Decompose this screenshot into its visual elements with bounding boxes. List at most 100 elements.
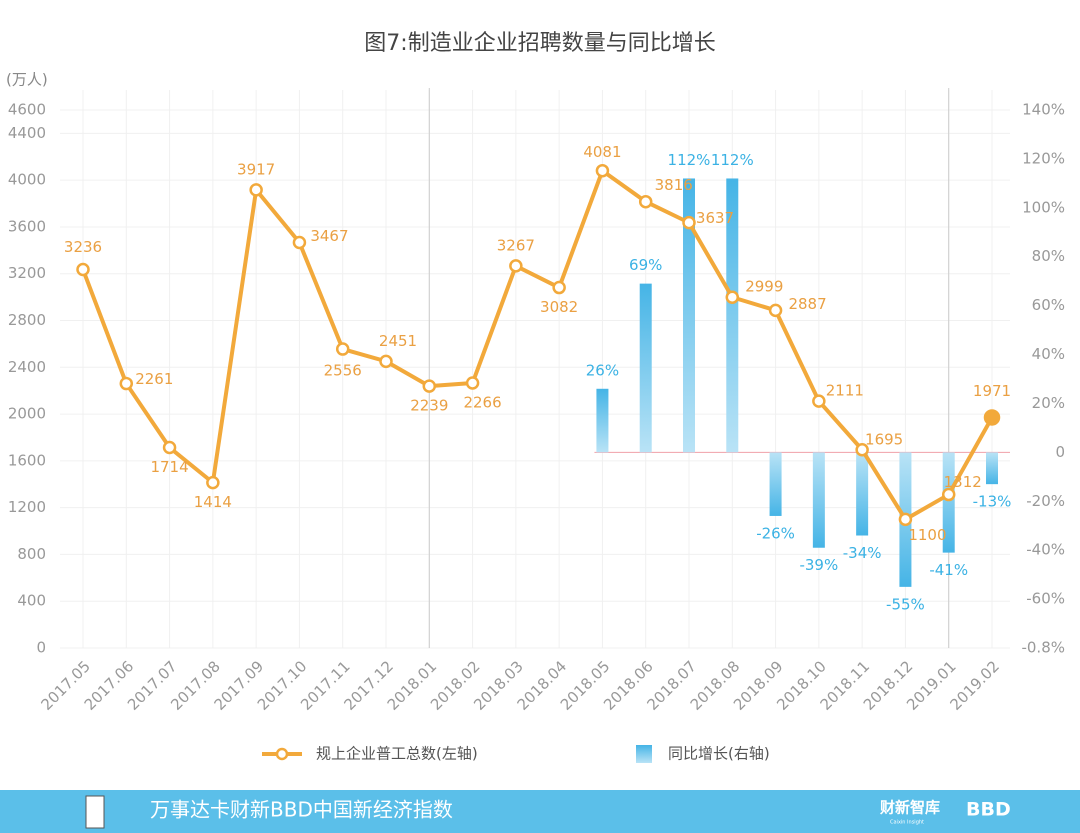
point-value-label: 1695 <box>865 430 903 448</box>
bar <box>856 452 869 536</box>
y2-tick-label: -20% <box>1026 492 1065 510</box>
y2-tick-label: 140% <box>1022 101 1065 119</box>
y-tick-label: 4000 <box>8 171 46 189</box>
y2-tick-label: -60% <box>1026 590 1065 608</box>
y-tick-label: 0 <box>36 639 46 657</box>
legend-label: 同比增长(右轴) <box>668 745 770 763</box>
bar <box>986 452 998 485</box>
y2-tick-label: 40% <box>1032 345 1065 363</box>
y2-tick-label: 100% <box>1022 198 1065 216</box>
point-value-label: 3236 <box>64 238 102 256</box>
point-value-label: 1312 <box>944 473 982 491</box>
line-point <box>552 280 566 295</box>
point-value-label: 2887 <box>788 295 826 313</box>
point-value-label: 1971 <box>973 382 1011 400</box>
point-value-label: 4081 <box>583 143 621 161</box>
bar-value-label: -41% <box>929 561 968 579</box>
y-tick-label: 1200 <box>8 498 46 516</box>
line-point <box>768 303 783 318</box>
y-tick-label: 2800 <box>8 311 46 329</box>
line-point <box>898 512 913 527</box>
footer-band <box>0 790 1080 833</box>
y2-tick-label: -0.8% <box>1021 639 1065 657</box>
y2-tick-label: 0 <box>1055 443 1065 461</box>
bar-value-label: 112% <box>668 151 711 169</box>
line-point <box>249 183 263 197</box>
line-point <box>983 409 1001 426</box>
footer-icon <box>85 795 105 829</box>
bar <box>769 452 782 516</box>
y-tick-label: 1600 <box>8 451 46 469</box>
y-tick-label: 3600 <box>8 217 46 235</box>
footer-title: 万事达卡财新BBD中国新经济指数 <box>150 798 453 822</box>
bar-value-label: 26% <box>586 361 619 379</box>
footer-brand-sub: Caixin Insight <box>890 820 924 826</box>
line-point <box>119 376 134 391</box>
y2-tick-label: 120% <box>1022 149 1065 167</box>
y-tick-label: 4600 <box>8 101 46 119</box>
line-point <box>422 379 437 393</box>
bar <box>726 178 739 453</box>
point-value-label: 1100 <box>908 526 946 544</box>
line-point <box>292 235 307 250</box>
line-point <box>162 440 177 455</box>
bar <box>596 388 609 453</box>
point-value-label: 2111 <box>826 382 864 400</box>
point-value-label: 2266 <box>463 393 501 411</box>
line-point <box>509 259 523 273</box>
point-value-label: 3467 <box>310 227 348 245</box>
point-value-label: 2999 <box>745 278 783 296</box>
line-point <box>682 215 696 230</box>
line-point <box>335 342 350 356</box>
footer-logo: BBD <box>966 799 1011 821</box>
line-point <box>206 475 220 490</box>
legend-label: 规上企业普工总数(左轴) <box>316 745 478 763</box>
line-point <box>595 163 610 178</box>
point-value-label: 3267 <box>497 236 535 254</box>
bar-value-label: 69% <box>629 256 662 274</box>
bar <box>639 283 652 453</box>
point-value-label: 3637 <box>696 209 734 227</box>
y2-tick-label: -40% <box>1026 541 1065 559</box>
legend-swatch <box>636 745 652 763</box>
bar-value-label: -26% <box>756 524 795 542</box>
bar-value-label: -55% <box>886 595 925 613</box>
line-point <box>941 487 956 502</box>
line-point <box>855 443 869 457</box>
bar-value-label: -13% <box>973 493 1012 511</box>
bar-value-label: 112% <box>711 151 754 169</box>
line <box>81 168 994 522</box>
y-tick-label: 800 <box>17 545 46 563</box>
y-tick-label: 4400 <box>8 124 46 142</box>
footer-brand: 财新智库 <box>880 799 940 817</box>
point-value-label: 2261 <box>135 370 173 388</box>
y2-tick-label: 60% <box>1032 296 1065 314</box>
line-point <box>76 262 90 277</box>
y-tick-label: 3200 <box>8 264 46 282</box>
point-value-label: 3082 <box>540 298 578 316</box>
point-value-label: 1714 <box>150 458 188 476</box>
bar <box>942 452 955 553</box>
line-point <box>812 394 826 408</box>
line-point <box>725 290 740 304</box>
point-value-label: 3816 <box>655 176 693 194</box>
y-tick-label: 2000 <box>8 405 46 423</box>
bar <box>683 178 695 453</box>
line-point <box>379 354 393 369</box>
point-value-label: 2239 <box>410 397 448 415</box>
point-value-label: 1414 <box>194 493 232 511</box>
y-axis-label: (万人) <box>6 71 48 89</box>
point-value-label: 3917 <box>237 160 275 178</box>
line-point <box>465 376 480 390</box>
point-value-label: 2556 <box>324 362 362 380</box>
y2-tick-label: 80% <box>1032 247 1065 265</box>
y2-tick-label: 20% <box>1032 394 1065 412</box>
y-tick-label: 2400 <box>8 358 46 376</box>
y-tick-label: 400 <box>17 592 46 610</box>
bar-value-label: -39% <box>799 556 838 574</box>
legend: 规上企业普工总数(左轴) 同比增长(右轴) <box>262 745 770 763</box>
legend-marker <box>275 747 289 761</box>
chart-title: 图7:制造业企业招聘数量与同比增长 <box>364 31 715 56</box>
line-point <box>638 194 653 209</box>
